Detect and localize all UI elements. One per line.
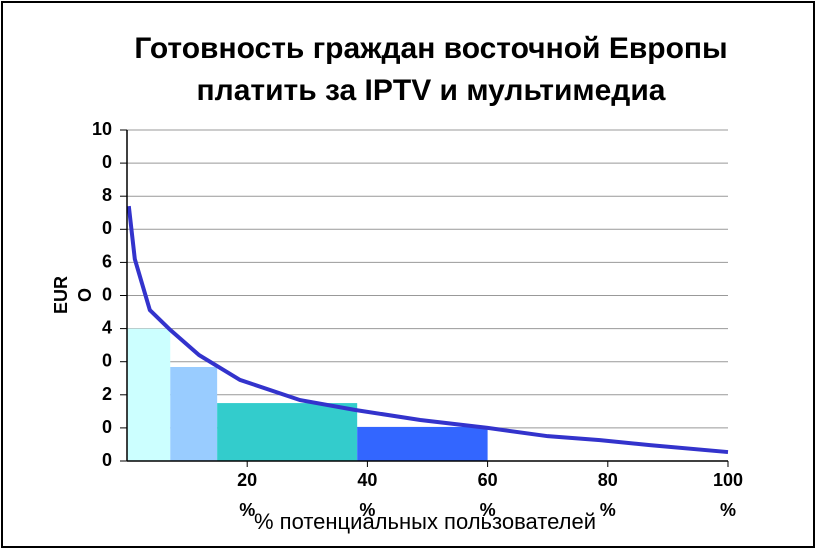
y-tick-label: 0 [102, 450, 112, 470]
y-tick-label: 10 0 [92, 119, 112, 172]
chart-title: Готовность граждан восточной Европы плат… [134, 32, 728, 107]
y-axis-title: EUR O [51, 276, 95, 314]
bar [127, 328, 171, 461]
x-axis-title: % потенциальных пользователей [254, 509, 596, 534]
demand-curve [126, 205, 729, 455]
bar [357, 426, 488, 461]
x-tick-label: 80% [598, 470, 618, 520]
x-tick-label: 20% [237, 470, 257, 520]
x-tick-label: 40% [357, 470, 377, 520]
x-tick-label: 60% [478, 470, 498, 520]
x-tick-label: 100% [713, 470, 743, 520]
bar [170, 366, 218, 461]
bar [217, 403, 358, 461]
